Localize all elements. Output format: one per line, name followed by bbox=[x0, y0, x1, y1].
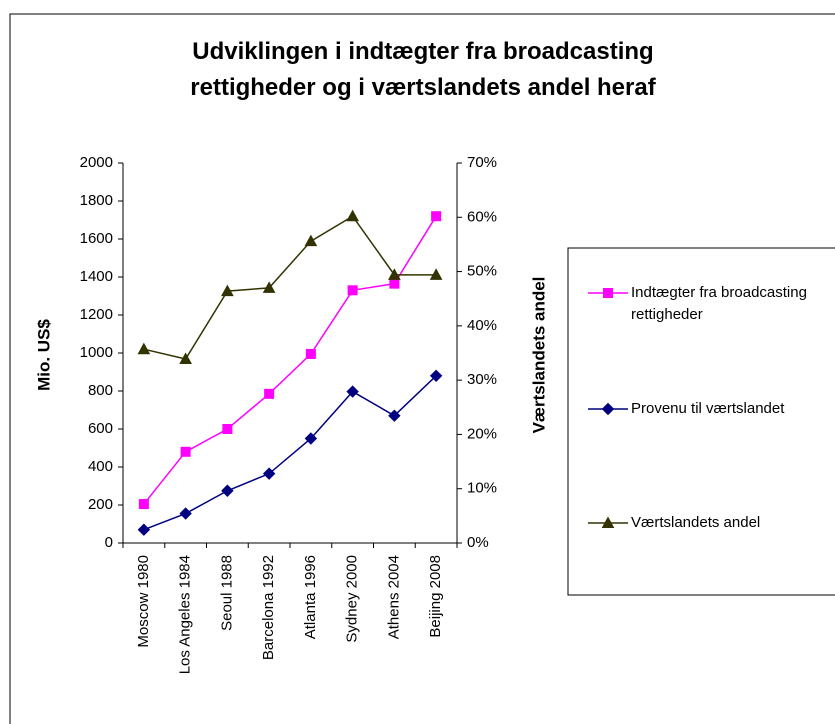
data-point bbox=[179, 507, 192, 520]
data-point bbox=[221, 284, 234, 297]
legend-label: Provenu til værtslandet bbox=[631, 400, 785, 417]
data-point bbox=[222, 424, 233, 434]
y-tick-label: 1000 bbox=[80, 344, 113, 361]
data-point bbox=[304, 234, 318, 247]
y2-tick-label: 30% bbox=[467, 371, 497, 388]
series-line bbox=[143, 375, 437, 531]
chart-title: Udviklingen i indtægter fra broadcasting… bbox=[190, 38, 656, 101]
y-tick-label: 1200 bbox=[80, 306, 113, 323]
data-point bbox=[221, 484, 234, 497]
y-tick-label: 2000 bbox=[80, 154, 113, 171]
data-point bbox=[347, 285, 358, 296]
y2-tick-label: 40% bbox=[467, 317, 497, 334]
legend-marker bbox=[601, 516, 615, 528]
x-tick-label: Seoul 1988 bbox=[218, 555, 235, 631]
series-line bbox=[143, 215, 437, 360]
legend-marker bbox=[601, 402, 615, 416]
y-tick-label: 600 bbox=[88, 420, 113, 437]
data-point bbox=[304, 432, 318, 445]
data-point bbox=[262, 281, 276, 293]
y2-tick-label: 60% bbox=[467, 208, 497, 225]
y2-tick-label: 20% bbox=[467, 425, 497, 442]
x-tick-label: Athens 2004 bbox=[385, 555, 402, 639]
data-point bbox=[388, 268, 401, 280]
x-tick-label: Beijing 2008 bbox=[427, 555, 444, 638]
data-point bbox=[305, 348, 316, 359]
legend-box bbox=[567, 247, 835, 596]
data-point bbox=[137, 523, 151, 536]
x-tick-label: Atlanta 1996 bbox=[302, 555, 319, 639]
y-tick-label: 0 bbox=[105, 534, 113, 551]
x-tick-label: Los Angeles 1984 bbox=[177, 555, 194, 674]
data-point bbox=[137, 342, 151, 355]
y2-tick-label: 0% bbox=[467, 534, 489, 551]
y-tick-label: 1800 bbox=[80, 192, 113, 209]
data-point bbox=[389, 278, 400, 289]
legend-label: Indtægter fra broadcasting rettigheder bbox=[631, 284, 807, 323]
data-point bbox=[346, 385, 359, 398]
data-point bbox=[138, 499, 149, 510]
y-tick-label: 1400 bbox=[80, 268, 113, 285]
y2-tick-label: 50% bbox=[467, 263, 497, 280]
data-point bbox=[431, 211, 442, 222]
x-tick-label: Barcelona 1992 bbox=[260, 555, 277, 660]
x-tick-label: Moscow 1980 bbox=[135, 555, 152, 648]
chart-frame bbox=[9, 13, 835, 724]
x-tick-label: Sydney 2000 bbox=[344, 555, 361, 643]
data-point bbox=[429, 369, 443, 383]
y2-axis-label: Værtslandets andel bbox=[529, 277, 548, 434]
data-point bbox=[388, 409, 401, 422]
data-point bbox=[346, 209, 359, 222]
y2-tick-label: 10% bbox=[467, 480, 497, 497]
y-axis-label: Mio. US$ bbox=[34, 319, 53, 391]
y-tick-label: 800 bbox=[88, 382, 113, 399]
legend-marker bbox=[603, 288, 613, 298]
series-line bbox=[143, 215, 437, 505]
data-point bbox=[180, 446, 191, 457]
y2-tick-label: 70% bbox=[467, 154, 497, 171]
data-point bbox=[262, 467, 276, 480]
y-tick-label: 400 bbox=[88, 458, 113, 475]
data-point bbox=[179, 352, 192, 364]
legend-label: Værtslandets andel bbox=[631, 514, 761, 531]
y-tick-label: 1600 bbox=[80, 230, 113, 247]
data-point bbox=[429, 268, 443, 280]
y-tick-label: 200 bbox=[88, 496, 113, 513]
data-point bbox=[264, 388, 275, 399]
